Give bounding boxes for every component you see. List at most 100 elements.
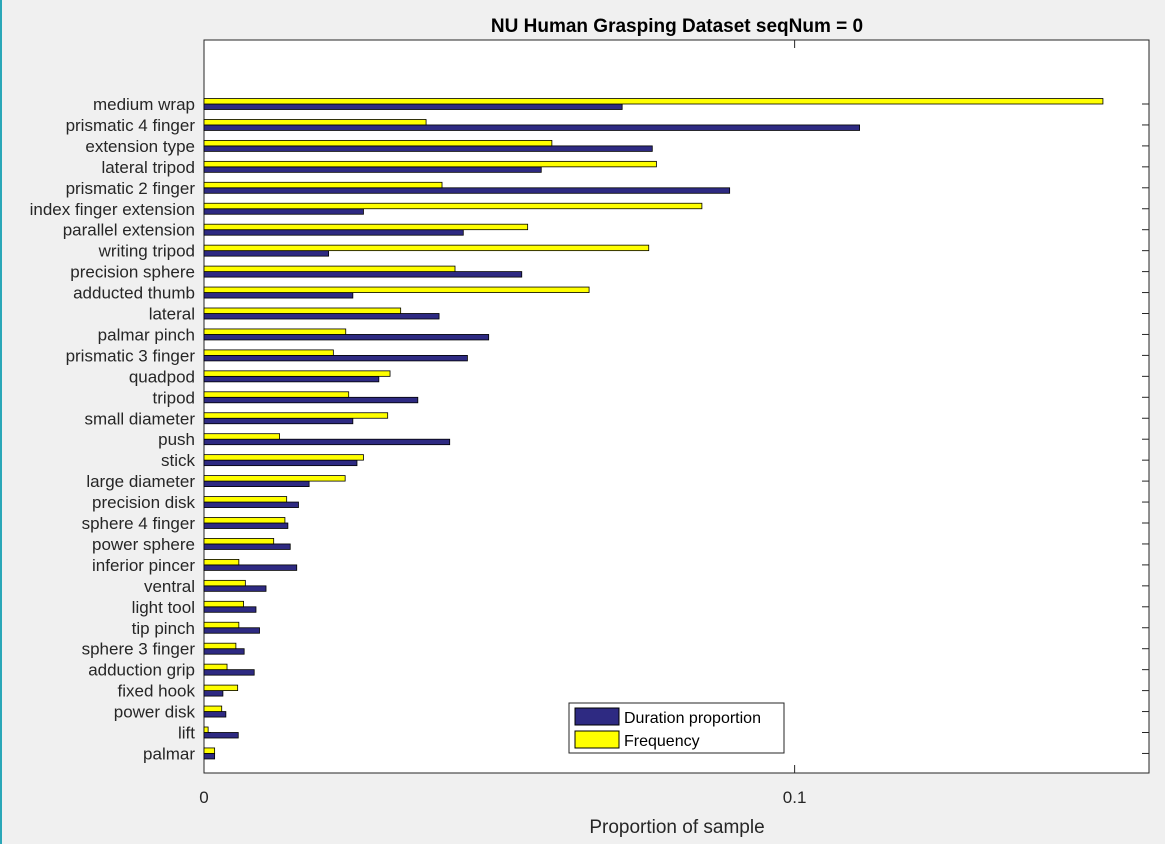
bar-frequency	[203, 663, 228, 671]
bar-frequency	[203, 181, 443, 189]
category-label: adduction grip	[88, 661, 195, 680]
bar-duration	[203, 145, 653, 152]
category-label: lateral tripod	[101, 158, 195, 177]
legend-swatch-duration	[574, 707, 620, 726]
bar-duration	[203, 354, 468, 362]
bars	[203, 98, 1104, 760]
bar-frequency	[203, 559, 240, 566]
x-axis: 0 0.1	[199, 40, 806, 807]
category-label: prismatic 2 finger	[66, 179, 196, 198]
bar-frequency	[203, 747, 216, 754]
category-label: palmar	[143, 744, 195, 763]
category-label: small diameter	[84, 409, 195, 428]
bar-frequency	[203, 244, 650, 252]
bar-duration	[203, 585, 267, 592]
bar-frequency	[203, 517, 286, 524]
bar-duration	[203, 753, 216, 760]
category-label: prismatic 4 finger	[66, 116, 196, 135]
bar-frequency	[203, 621, 240, 629]
bar-frequency	[203, 684, 239, 691]
legend-label-frequency: Frequency	[624, 733, 700, 750]
bar-frequency	[203, 705, 223, 712]
category-label: index finger extension	[30, 200, 195, 219]
category-label: power sphere	[92, 535, 195, 554]
bar-frequency	[203, 223, 529, 231]
bar-frequency	[203, 370, 391, 377]
legend-label-duration: Duration proportion	[624, 710, 761, 727]
category-label: inferior pincer	[92, 556, 195, 575]
bar-duration	[203, 606, 257, 613]
bar-frequency	[203, 538, 275, 545]
bar-duration	[203, 543, 291, 550]
category-label: precision sphere	[70, 263, 195, 282]
category-label: light tool	[132, 598, 195, 617]
category-label: large diameter	[86, 472, 195, 491]
category-label: ventral	[144, 577, 195, 596]
category-label: sphere 4 finger	[82, 514, 196, 533]
bar-frequency	[203, 265, 456, 273]
bar-duration	[203, 711, 227, 718]
category-label: prismatic 3 finger	[66, 346, 196, 365]
bar-duration	[203, 522, 289, 529]
bar-frequency	[203, 98, 1104, 105]
bar-frequency	[203, 642, 237, 650]
bar-frequency	[203, 600, 244, 608]
bar-duration	[203, 438, 451, 446]
bar-duration	[203, 124, 860, 131]
bar-duration	[203, 690, 224, 697]
category-label: precision disk	[92, 493, 195, 512]
bar-frequency	[203, 579, 246, 587]
bar-frequency	[203, 454, 364, 461]
bar-duration	[203, 480, 310, 488]
bar-frequency	[203, 391, 350, 398]
bar-duration	[203, 187, 731, 194]
x-tick-label: 0	[199, 788, 208, 807]
bar-duration	[203, 417, 354, 425]
category-label: push	[158, 430, 195, 449]
category-label: parallel extension	[63, 221, 195, 240]
bar-duration	[203, 501, 299, 508]
bar-frequency	[203, 349, 334, 356]
bar-frequency	[203, 328, 347, 335]
bar-frequency	[203, 286, 590, 293]
category-label: lift	[178, 724, 195, 743]
bar-duration	[203, 229, 464, 236]
chart-title: NU Human Grasping Dataset seqNum = 0	[491, 16, 863, 37]
bar-duration	[203, 669, 255, 676]
category-label: quadpod	[129, 367, 195, 386]
bar-duration	[203, 375, 380, 383]
bar-frequency	[203, 496, 288, 503]
bar-frequency	[203, 307, 402, 314]
bar-duration	[203, 627, 260, 634]
x-tick-label: 0.1	[783, 788, 807, 807]
bar-frequency	[203, 726, 209, 733]
bar-frequency	[203, 139, 553, 147]
bar-duration	[203, 250, 330, 257]
bar-duration	[203, 313, 440, 320]
bar-duration	[203, 292, 354, 299]
category-label: medium wrap	[93, 95, 195, 114]
category-label: sphere 3 finger	[82, 640, 196, 659]
bar-frequency	[203, 412, 389, 419]
category-label: palmar pinch	[98, 325, 195, 344]
bar-frequency	[203, 475, 346, 482]
category-label: adducted thumb	[73, 284, 195, 303]
category-label: tripod	[152, 388, 195, 407]
bar-frequency	[203, 433, 280, 440]
bar-duration	[203, 648, 245, 655]
bar-frequency	[203, 119, 427, 126]
bar-duration	[203, 459, 358, 467]
category-label: lateral	[149, 305, 195, 324]
category-label: extension type	[85, 137, 195, 156]
legend-swatch-frequency	[574, 730, 620, 749]
category-label: stick	[161, 451, 196, 470]
x-axis-label: Proportion of sample	[589, 817, 764, 838]
bar-duration	[203, 103, 623, 110]
bar-frequency	[203, 202, 703, 210]
bar-duration	[203, 166, 542, 173]
legend: Duration proportion Frequency	[568, 702, 785, 754]
y-axis: medium wrap prismatic 4 finger extension t…	[30, 95, 1149, 763]
bar-duration	[203, 564, 298, 571]
category-label: writing tripod	[98, 242, 195, 261]
